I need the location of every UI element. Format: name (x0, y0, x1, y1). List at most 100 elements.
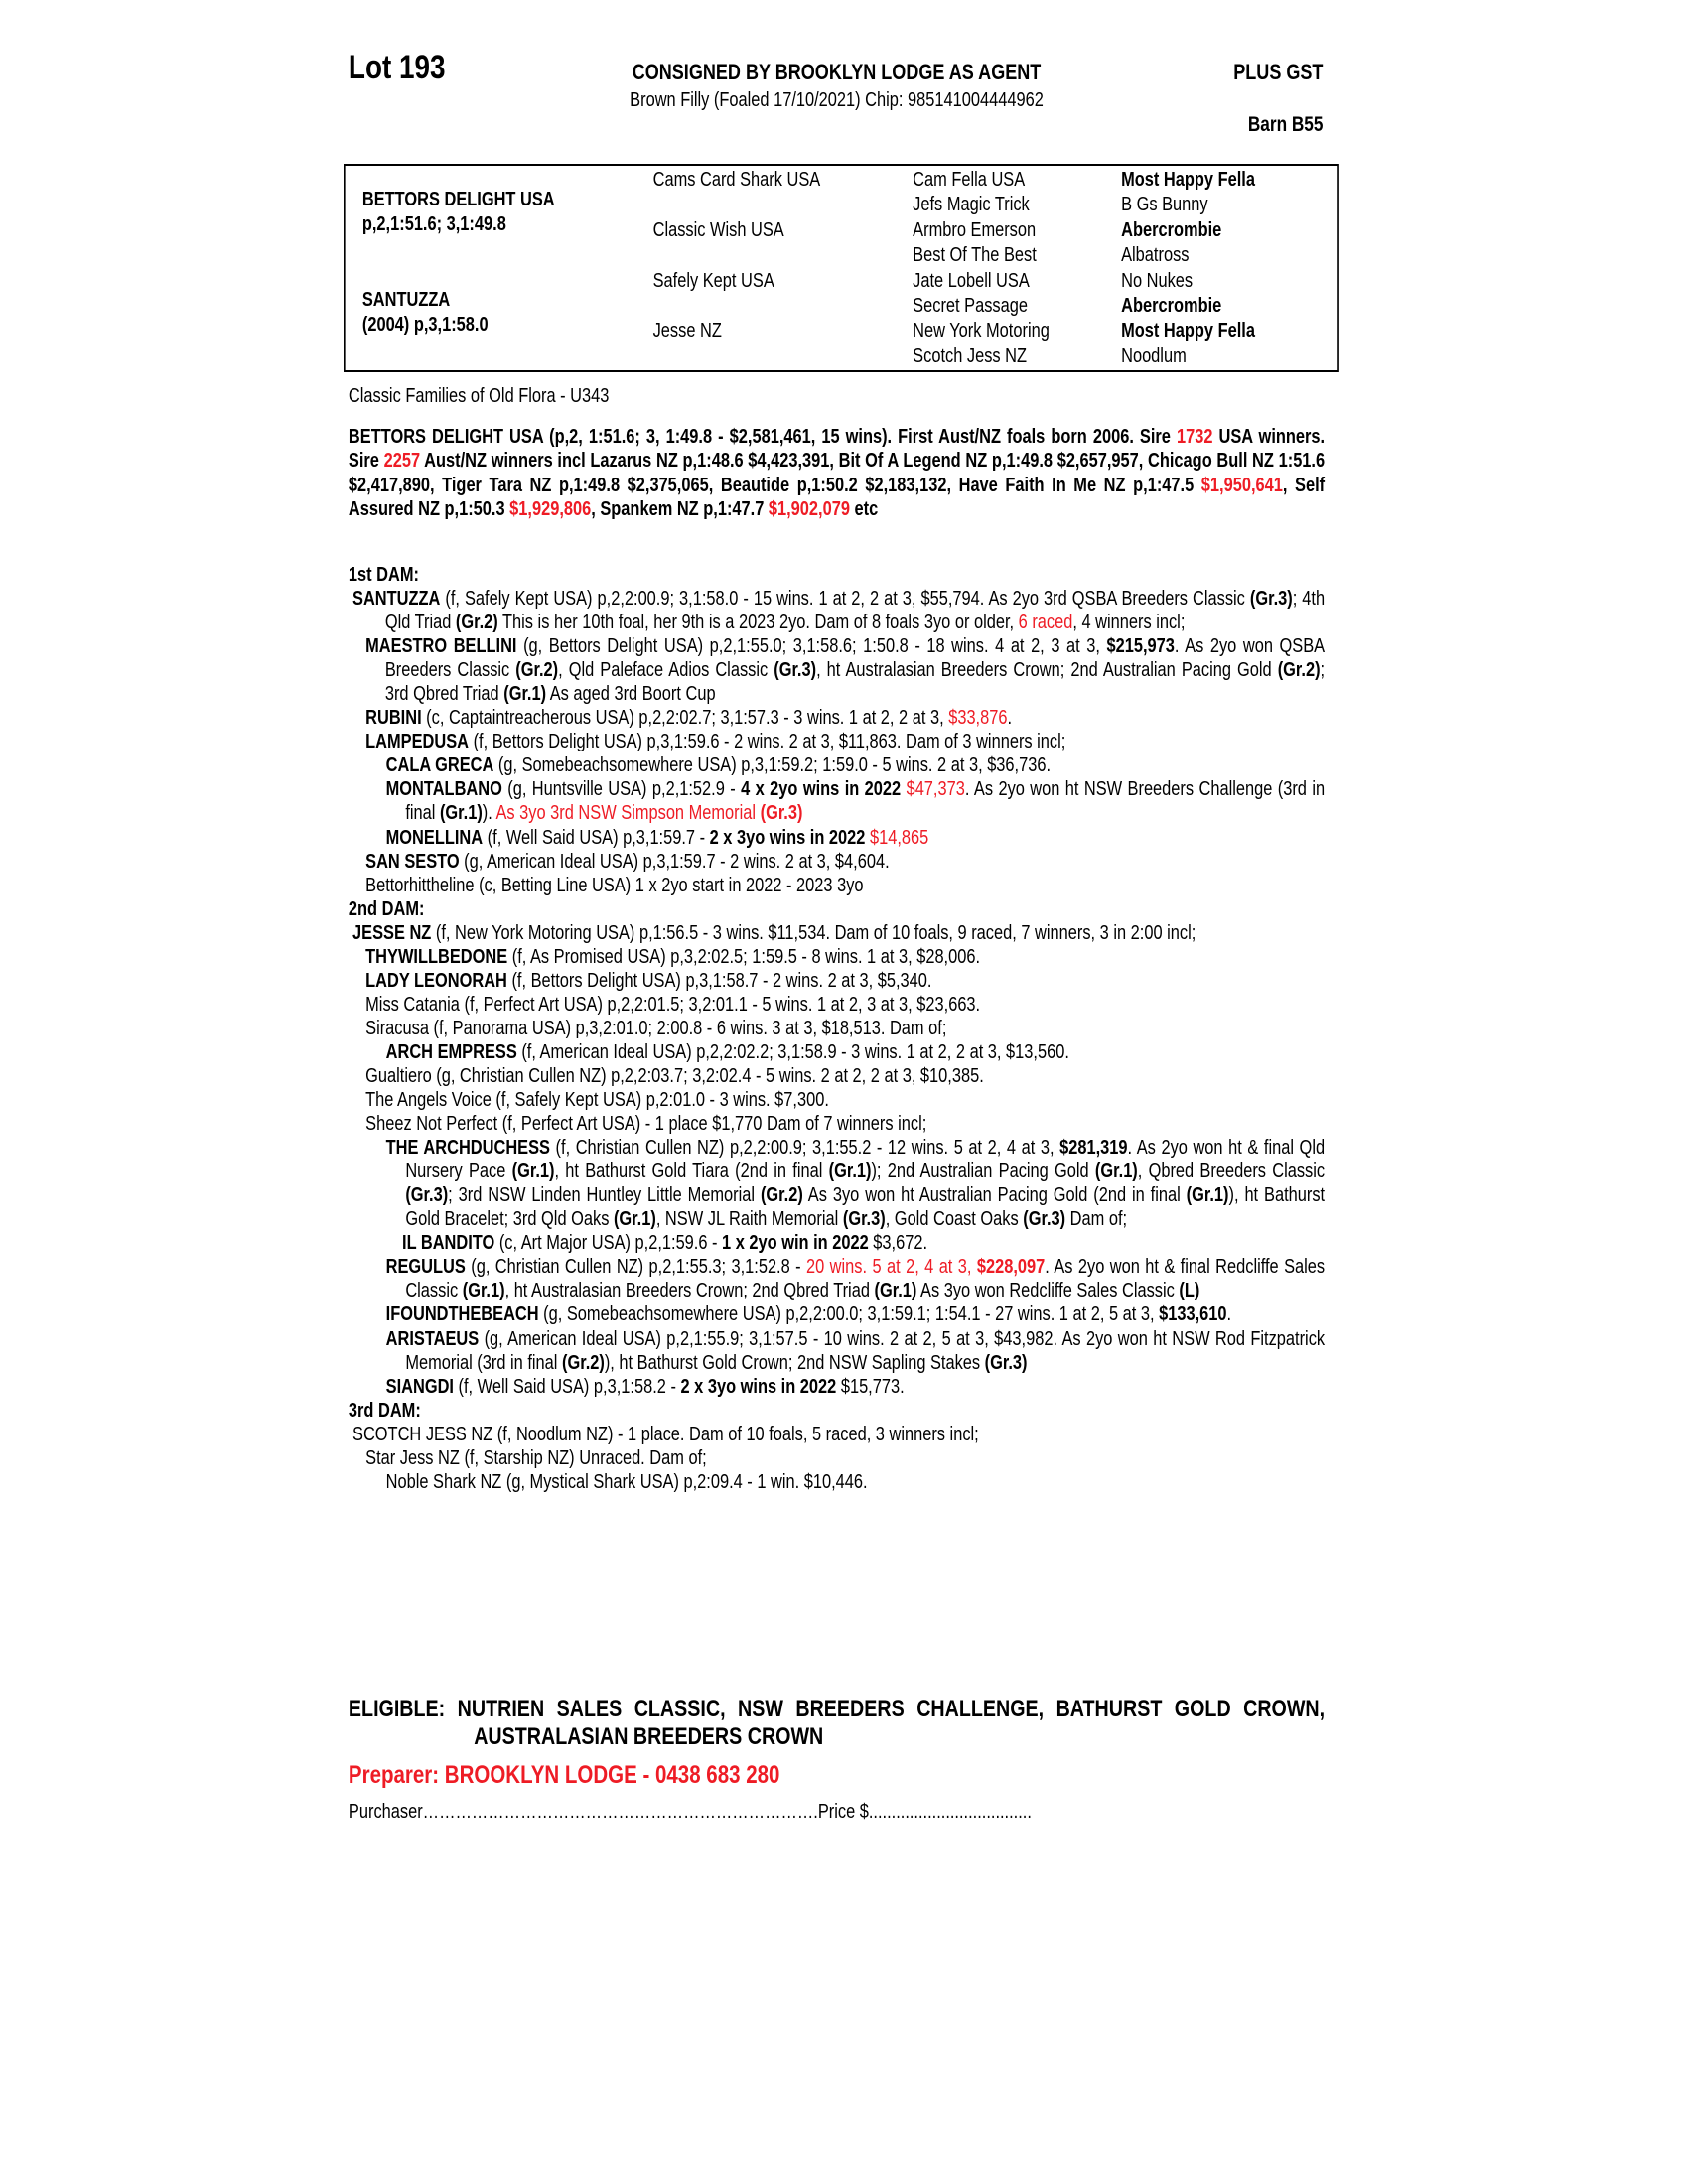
text: ). (482, 802, 496, 825)
text: etc (849, 497, 879, 520)
text: (f, New York Motoring USA) p,1:56.5 - 3 … (431, 921, 1196, 944)
text: As aged 3rd Boort Cup (546, 683, 716, 706)
bold-text: (Gr.1) (462, 1280, 505, 1302)
highlight-text: $1,950,641 (1200, 474, 1283, 496)
highlight-text: As 3yo 3rd NSW Simpson Memorial (495, 802, 761, 825)
bold-text: 2 x 3yo wins in 2022 (680, 1375, 837, 1398)
text: (f, American Ideal USA) p,2,2:02.2; 3,1:… (516, 1040, 1069, 1063)
bold-text: THE ARCHDUCHESS (385, 1137, 550, 1160)
bold-text: (Gr.1) (439, 802, 483, 825)
bold-text: LAMPEDUSA (365, 731, 470, 753)
text: Aust/NZ winners incl Lazarus NZ p,1:48.6… (348, 450, 1326, 496)
great-great-grandparent: Abercrombie (1121, 295, 1222, 317)
pedigree-entry: MONTALBANO (g, Huntsville USA) p,2,1:52.… (349, 777, 1325, 825)
great-great-grandparent: Noodlum (1121, 344, 1187, 367)
horse-description: Brown Filly (Foaled 17/10/2021) Chip: 98… (630, 89, 1044, 111)
text: (g, Somebeachsomewhere USA) p,2,2:00.0; … (538, 1303, 1160, 1326)
text: (f, Safely Kept USA) p,2,2:00.9; 3,1:58.… (440, 588, 1250, 611)
bold-text: IL BANDITO (402, 1232, 495, 1255)
text: Gualtiero (g, Christian Cullen NZ) p,2,2… (365, 1064, 984, 1087)
dam-record: (2004) p,3,1:58.0 (361, 314, 489, 336)
great-grandparent: New York Motoring (913, 320, 1050, 342)
text: Star Jess NZ (f, Starship NZ) Unraced. D… (365, 1446, 707, 1469)
bold-text: (Gr.2) (455, 612, 498, 634)
bold-text: MONELLINA (385, 826, 484, 849)
text: (g, Huntsville USA) p,2,1:52.9 - (501, 778, 742, 801)
great-grandparent: Best Of The Best (913, 244, 1037, 267)
pedigree-entry: Siracusa (f, Panorama USA) p,3,2:01.0; 2… (349, 1017, 1325, 1040)
text: Miss Catania (f, Perfect Art USA) p,2,2:… (365, 993, 981, 1016)
highlight-text: $33,876 (948, 707, 1008, 730)
pedigree-entry: Gualtiero (g, Christian Cullen NZ) p,2,2… (349, 1064, 1325, 1088)
bold-text: (Gr.3) (405, 1184, 449, 1207)
text: Siracusa (f, Panorama USA) p,3,2:01.0; 2… (365, 1017, 947, 1039)
bold-text: 2 x 3yo wins in 2022 (709, 826, 866, 849)
bold-text: 4 x 2yo wins in 2022 (741, 778, 902, 801)
pedigree-entry: Bettorhittheline (c, Betting Line USA) 1… (349, 874, 1325, 897)
text: ); 2nd Australian Pacing Gold (871, 1160, 1095, 1183)
pedigree-entry: SCOTCH JESS NZ (f, Noodlum NZ) - 1 place… (349, 1423, 1325, 1446)
grandparent: Cams Card Shark USA (652, 169, 821, 191)
text: , ht Bathurst Gold Tiara (2nd in final (554, 1160, 829, 1183)
text: Dam of; (1065, 1208, 1128, 1231)
text: (g, Christian Cullen NZ) p,2,1:55.3; 3,1… (465, 1256, 807, 1279)
pedigree-entry: Miss Catania (f, Perfect Art USA) p,2,2:… (349, 993, 1325, 1017)
bold-text: REGULUS (385, 1256, 466, 1279)
pedigree-entry: Noble Shark NZ (g, Mystical Shark USA) p… (349, 1470, 1325, 1494)
great-great-grandparent: Albatross (1121, 244, 1190, 267)
bold-text: SAN SESTO (365, 850, 460, 873)
text: 2nd DAM: (348, 897, 425, 920)
barn-number: Barn B55 (1247, 113, 1324, 136)
bold-text: SIANGDI (385, 1375, 454, 1398)
highlight-text: 20 wins. 5 at 2, 4 at 3, (806, 1256, 977, 1279)
bold-text: 1 x 2yo win in 2022 (722, 1232, 869, 1255)
text: USA winners. Sire (348, 426, 1326, 473)
consignor-heading: CONSIGNED BY BROOKLYN LODGE AS AGENT (632, 60, 1042, 84)
pedigree-entry: Sheez Not Perfect (f, Perfect Art USA) -… (349, 1112, 1325, 1136)
sire-summary: BETTORS DELIGHT USA (p,2, 1:51.6; 3, 1:4… (349, 425, 1325, 521)
bold-text: (L) (1179, 1280, 1200, 1302)
bold-text: $133,610 (1159, 1303, 1227, 1326)
bold-text: MAESTRO BELLINI (365, 635, 517, 658)
highlight-text: (Gr.3) (760, 802, 803, 825)
text: , ht Australasian Breeders Crown; 2nd Qb… (504, 1280, 875, 1302)
text: . (1226, 1303, 1232, 1326)
bold-text: (Gr.1) (1186, 1184, 1229, 1207)
highlight-text: 6 raced (1018, 612, 1073, 634)
text: ; 4th Qld Triad (384, 588, 1326, 634)
text: . (1007, 707, 1013, 730)
text: , 4 winners incl; (1072, 612, 1186, 634)
bold-text: (Gr.3) (1023, 1208, 1066, 1231)
lot-number: Lot 193 (348, 49, 446, 86)
text: , Qbred Breeders Classic (1137, 1160, 1326, 1183)
bold-text: CALA GRECA (385, 754, 494, 777)
great-grandparent: Jate Lobell USA (913, 269, 1030, 292)
bold-text: (Gr.3) (842, 1208, 886, 1231)
bold-text: MONTALBANO (385, 778, 502, 801)
dam-heading: 3rd DAM: (349, 1399, 1325, 1423)
text: As 3yo won ht Australian Pacing Gold (2n… (802, 1184, 1187, 1207)
bold-text: ARCH EMPRESS (385, 1040, 517, 1063)
pedigree-entry: The Angels Voice (f, Safely Kept USA) p,… (349, 1088, 1325, 1112)
text: . As 2yo won ht NSW Breeders Challenge (… (405, 778, 1326, 825)
grandparent: Safely Kept USA (652, 269, 774, 292)
bold-text: (Gr.3) (984, 1351, 1028, 1374)
pedigree-entry: IL BANDITO (c, Art Major USA) p,2,1:59.6… (349, 1231, 1325, 1255)
highlight-text: 2257 (383, 450, 421, 473)
text: (f, Well Said USA) p,3,1:58.2 - (453, 1375, 681, 1398)
text: $15,773. (836, 1375, 905, 1398)
dam-heading: 1st DAM: (349, 563, 1325, 587)
text: (f, Bettors Delight USA) p,3,1:59.6 - 2 … (469, 731, 1066, 753)
bold-text: RUBINI (365, 707, 422, 730)
bold-text: (Gr.1) (511, 1160, 555, 1183)
pedigree-entry: SIANGDI (f, Well Said USA) p,3,1:58.2 - … (349, 1375, 1325, 1399)
bold-text: (Gr.3) (1249, 588, 1293, 611)
bold-text: (Gr.2) (515, 659, 559, 682)
great-great-grandparent: Most Happy Fella (1121, 320, 1255, 342)
text: . As 2yo won QSBA Breeders Classic (384, 635, 1326, 682)
text: (g, American Ideal USA) p,2,1:55.9; 3,1:… (405, 1327, 1326, 1374)
text: ; 3rd NSW Linden Huntley Little Memorial (448, 1184, 761, 1207)
gst-note: PLUS GST (1233, 60, 1324, 84)
pedigree-entry: IFOUNDTHEBEACH (g, Somebeachsomewhere US… (349, 1302, 1325, 1326)
dam-pedigree-list: 1st DAM: SANTUZZA (f, Safely Kept USA) p,… (349, 563, 1325, 1494)
